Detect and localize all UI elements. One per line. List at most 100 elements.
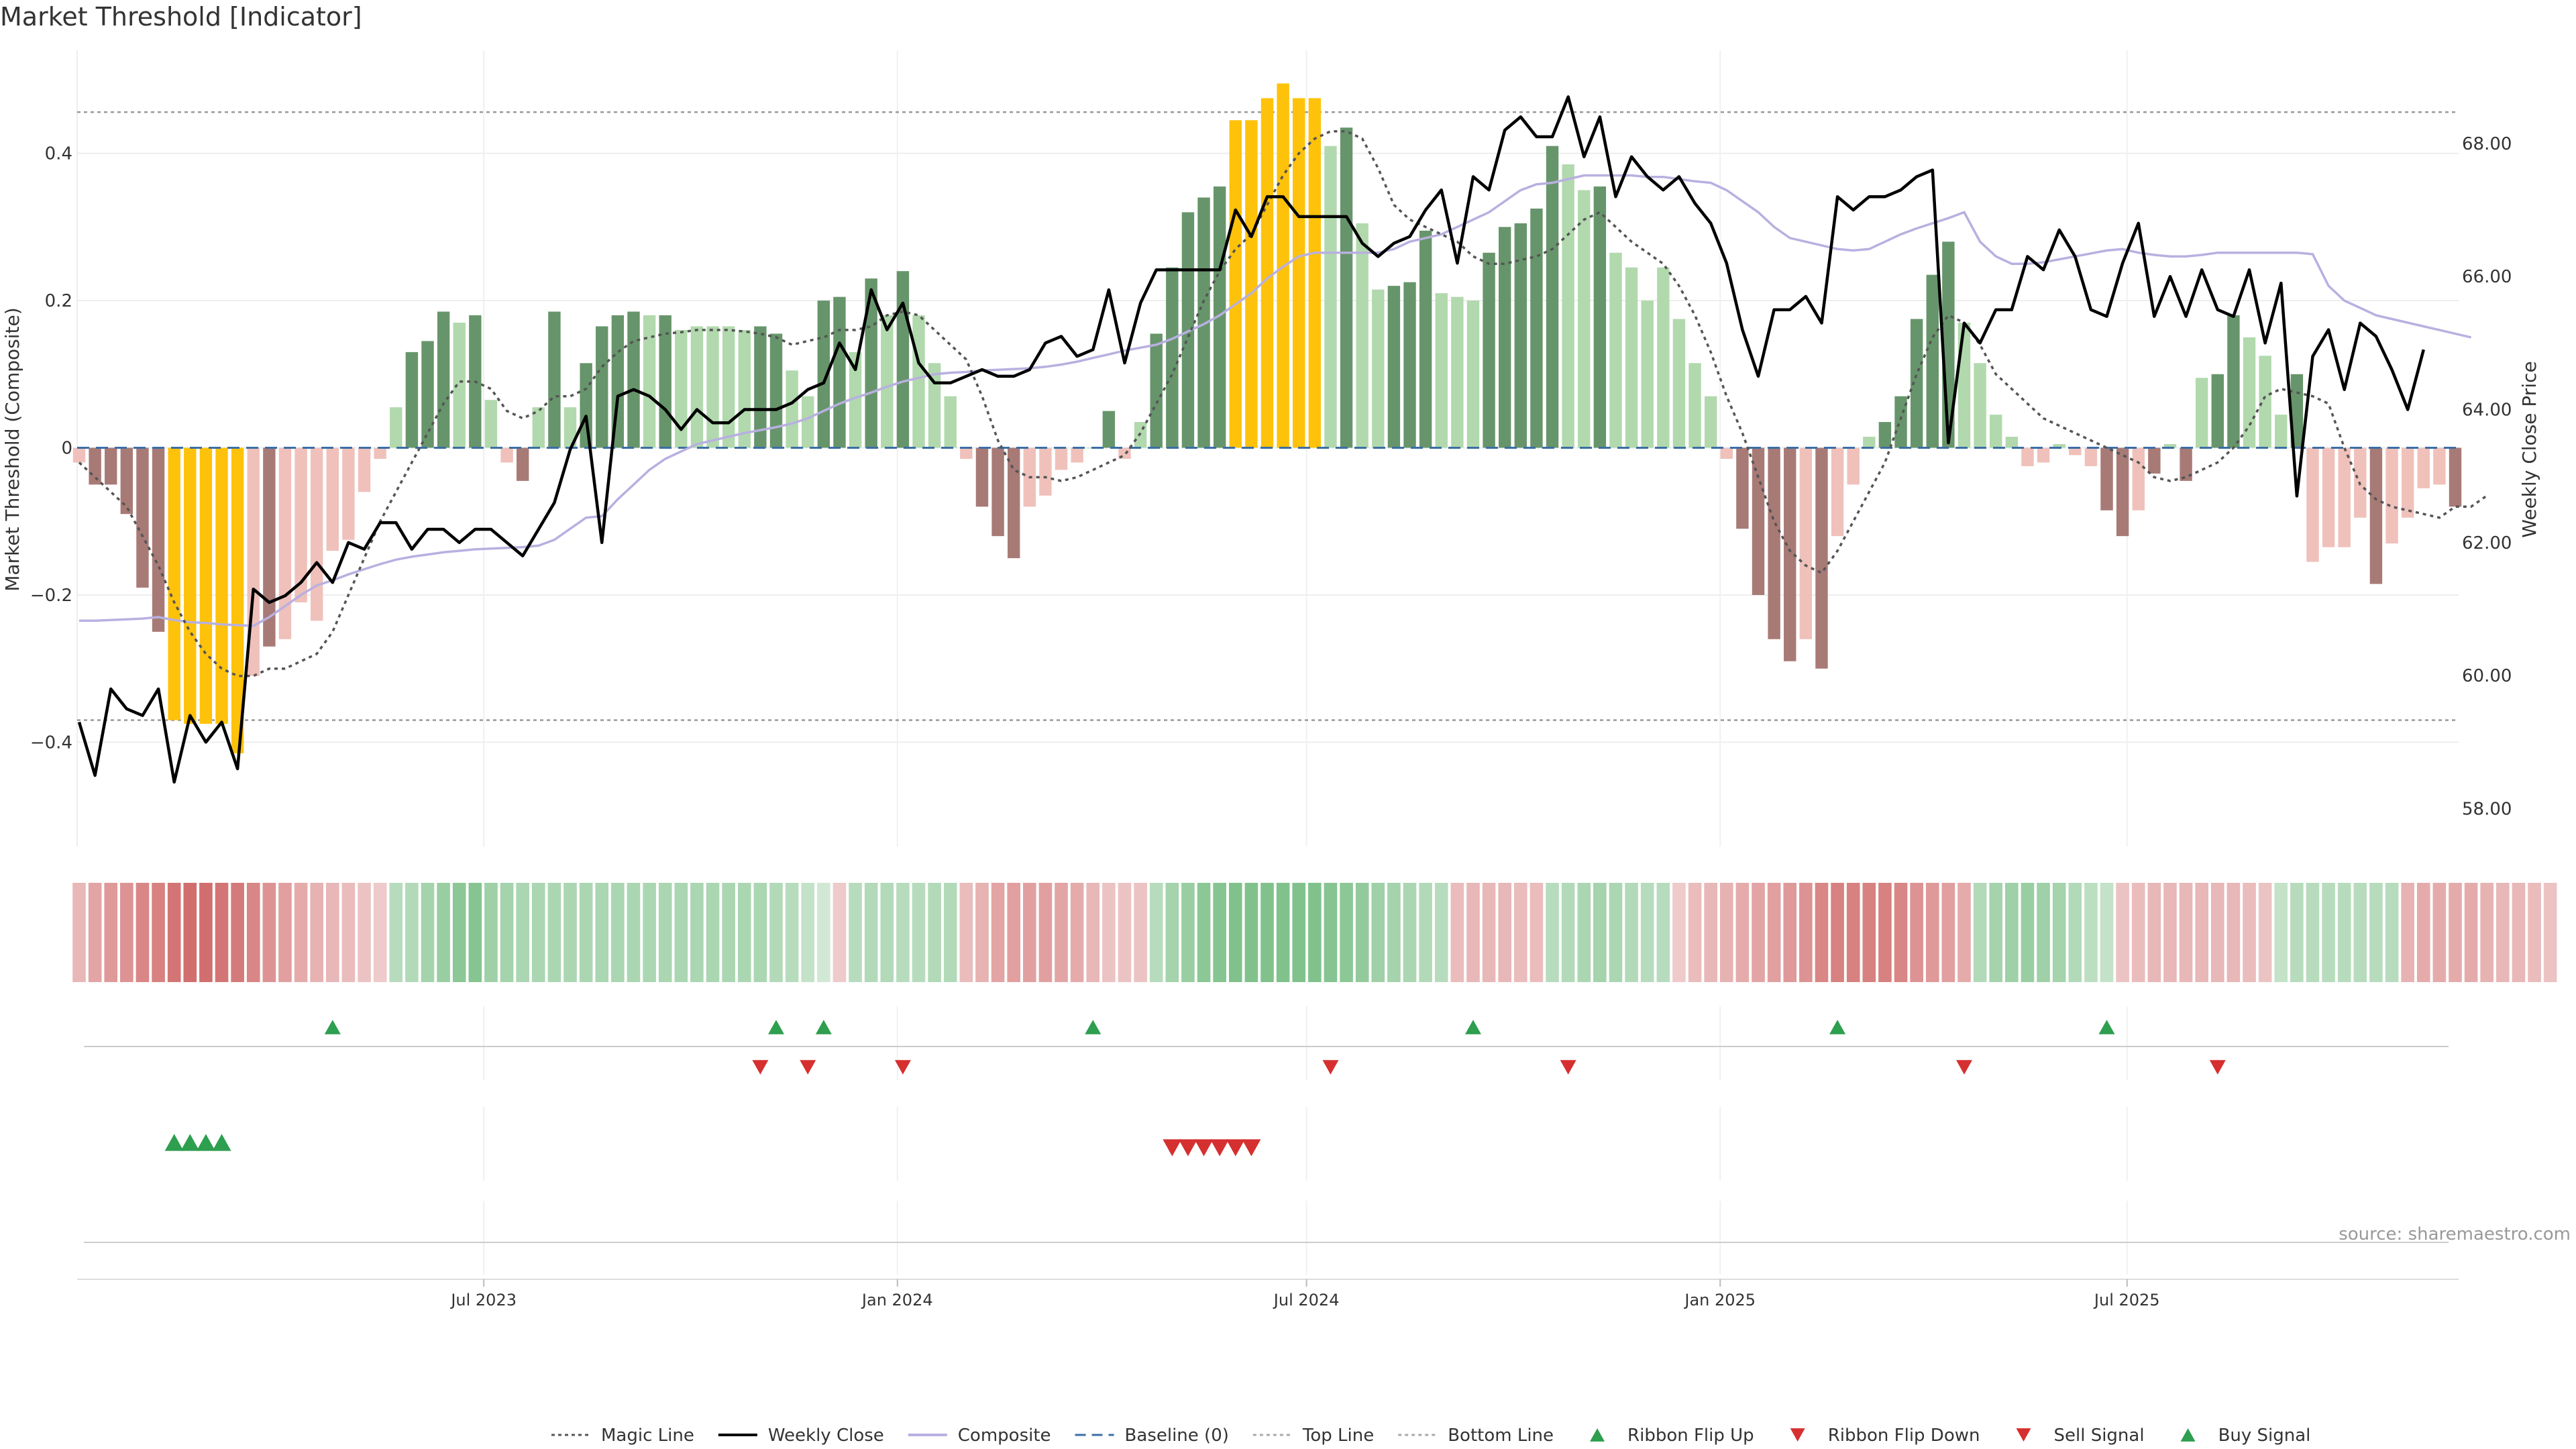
ribbon-cell [2464,883,2478,982]
composite-bar [2306,447,2319,562]
composite-bar [1530,208,1543,448]
composite-bar [2243,337,2256,448]
ribbon-cell [1482,883,1496,982]
ribbon-flip-down-marker [800,1060,816,1075]
composite-bar [2132,447,2145,511]
ribbon-flip-up-marker [1829,1020,1846,1034]
composite-bar [1768,447,1780,639]
composite-bar [1150,333,1163,448]
composite-bar [1071,447,1083,463]
ribbon-cell [1038,883,1053,982]
ribbon-cell [1973,883,1987,982]
composite-bar [1562,164,1574,448]
composite-bar [1894,396,1907,448]
composite-bar [374,447,386,459]
legend-label: Baseline (0) [1125,1426,1229,1446]
ribbon-cell [1197,883,1211,982]
ribbon-cell [1656,883,1670,982]
composite-bar [802,396,814,448]
composite-bar [136,447,149,588]
ribbon-cell [611,883,625,982]
composite-bar [564,407,577,448]
ribbon-cell [1292,883,1306,982]
composite-bar [1483,252,1495,448]
ribbon-cell [1514,883,1527,982]
x-tick-label: Jul 2025 [2093,1291,2160,1309]
composite-bar [690,326,704,448]
composite-bar [643,315,656,448]
composite-bar [120,447,133,515]
ribbon-cell [500,883,514,982]
ribbon-cell [88,883,102,982]
composite-bar [975,447,989,507]
composite-bar [405,352,419,448]
composite-bar [675,329,688,448]
composite-bar [2449,447,2462,507]
composite-bar [706,326,719,448]
composite-bar [1466,301,1480,448]
composite-bar [2275,415,2288,448]
ribbon-cell [405,883,419,982]
composite-bar [1736,447,1749,529]
ribbon-cell [1387,883,1401,982]
composite-bar [1166,267,1179,448]
ribbon-cell [1941,883,1955,982]
ribbon-cell [2322,883,2335,982]
composite-bar [1387,286,1401,448]
chart-title: Market Threshold [Indicator] [0,2,362,32]
composite-bars [72,83,2462,753]
x-tick-label: Jul 2024 [1273,1291,1340,1309]
sell-signal-marker [1226,1139,1245,1157]
composite-bar [2195,378,2208,448]
ribbon-cell [959,883,973,982]
ribbon-cell [2226,883,2241,982]
composite-bar [2005,437,2019,448]
ribbon-cell [1450,883,1464,982]
ribbon-cell [1371,883,1385,982]
composite-bar [1863,437,1876,448]
ribbon-cell [104,883,118,982]
ribbon-cell [2543,883,2557,982]
composite-bar [2163,444,2177,448]
ribbon-cell [1894,883,1908,982]
ribbon-cell [246,883,260,982]
legend-label: Ribbon Flip Up [1627,1426,1754,1446]
composite-bar [1974,363,1986,448]
ribbon-flip-up-marker [815,1020,832,1034]
composite-bar [1593,186,1607,448]
ribbon-cell [1340,883,1353,982]
ribbon-cell [1419,883,1432,982]
ribbon-cell [928,883,941,982]
y-tick-label: −0.2 [30,586,72,606]
ribbon-cell [2052,883,2066,982]
legend-label: Sell Signal [2053,1426,2144,1446]
ribbon-cell [1704,883,1717,982]
composite-bar [294,447,307,602]
ribbon-cell [627,883,641,982]
ribbon-cell [2116,883,2129,982]
composite-bar [1831,447,1844,537]
ribbon-cell [2005,883,2019,982]
ribbon-cell [341,883,356,982]
ribbon-cell [1783,883,1797,982]
ribbon-cell [294,883,308,982]
composite-bar [627,311,640,448]
ribbon-cell [912,883,926,982]
sell-signal-marker [1178,1139,1197,1157]
ribbon-cell [1609,883,1623,982]
ribbon-cell [1688,883,1702,982]
series-lines [77,95,2488,784]
composite-bar [1102,411,1116,448]
ribbon-flip-up-marker [1085,1020,1102,1034]
ribbon-cell [1752,883,1765,982]
y2-tick-label: 68.00 [2462,134,2512,154]
composite-bar [500,447,513,463]
ribbon-cell [1007,883,1020,982]
source-note: source: sharemaestro.com [2339,1224,2571,1244]
ribbon-cell [389,883,403,982]
composite-bar [849,352,862,448]
composite-bar [1340,127,1353,448]
ribbon-cell [531,883,545,982]
ribbon-cell [2290,883,2304,982]
